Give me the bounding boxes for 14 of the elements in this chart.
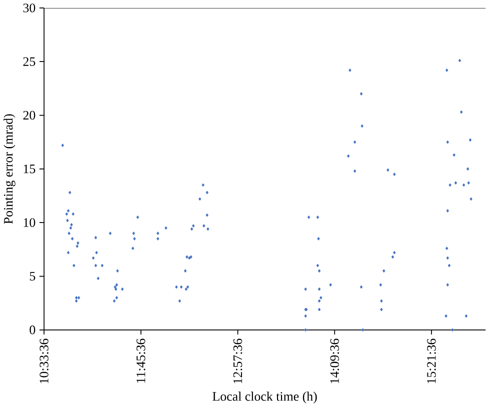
x-tick-label: 11:45:36 <box>136 338 146 383</box>
x-tick-label: 10:33:36 <box>40 338 48 384</box>
y-tick-label: 5 <box>30 272 36 281</box>
y-tick-label: 0 <box>30 326 36 334</box>
y-tick-label: 20 <box>23 110 36 120</box>
y-tick-label: 10 <box>24 218 36 227</box>
x-tick-label: 14:09:36 <box>330 338 340 384</box>
y-tick-label: 25 <box>23 57 36 66</box>
x-axis-title: Local clock time (h) <box>212 392 317 404</box>
y-tick-label: 15 <box>24 164 36 174</box>
y-tick-label: 30 <box>23 4 36 12</box>
y-axis-title: Pointing error (mrad) <box>4 114 16 224</box>
x-tick-label: 12:57:36 <box>233 338 242 384</box>
x-tick-label: 15:21:36 <box>427 338 436 384</box>
